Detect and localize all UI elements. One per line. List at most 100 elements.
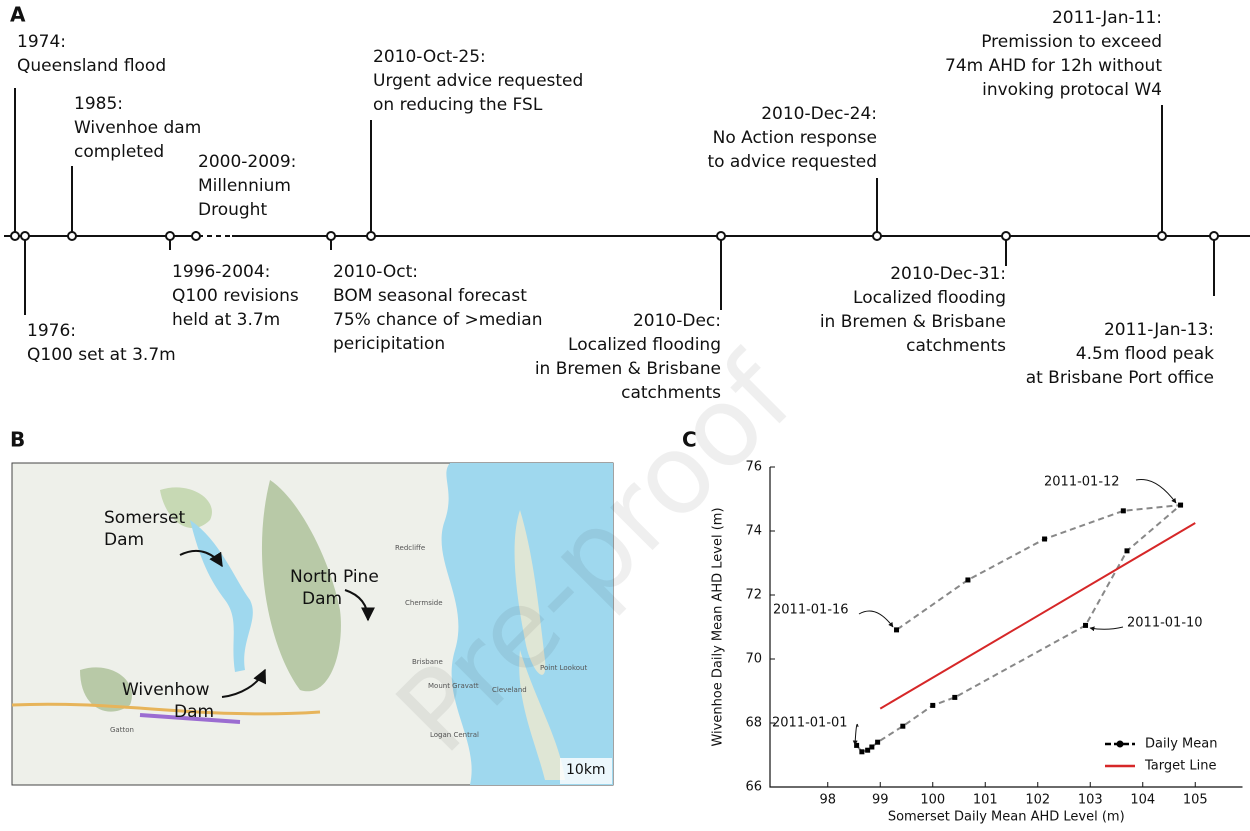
event-dot bbox=[165, 231, 175, 241]
x-tick-label: 103 bbox=[1078, 793, 1103, 808]
point bbox=[859, 749, 865, 755]
event-label: No Action response bbox=[713, 128, 877, 148]
annotation-arrow bbox=[852, 723, 859, 746]
point bbox=[1178, 502, 1184, 508]
series-line bbox=[879, 522, 1196, 710]
event-dot bbox=[326, 231, 336, 241]
annotation: 2011-01-12 bbox=[1044, 475, 1120, 490]
event-label: BOM seasonal forecast bbox=[333, 286, 527, 306]
point bbox=[900, 723, 906, 729]
panel-label: A bbox=[10, 3, 26, 27]
event-label: held at 3.7m bbox=[172, 310, 280, 330]
point bbox=[865, 747, 871, 753]
y-tick-label: 68 bbox=[745, 716, 762, 731]
event-dot bbox=[191, 231, 201, 241]
event-label: Localized flooding bbox=[853, 288, 1006, 308]
dam-label: Wivenhow bbox=[122, 680, 210, 700]
event-label: invoking protocal W4 bbox=[982, 80, 1162, 100]
map-scale: 10km bbox=[566, 762, 606, 778]
event-dot bbox=[10, 231, 20, 241]
event-label: Millennium bbox=[198, 176, 291, 196]
event-label: Urgent advice requested bbox=[373, 71, 583, 91]
x-tick-label: 102 bbox=[1025, 793, 1050, 808]
place-label: Logan Central bbox=[430, 731, 479, 739]
event-label: 2011-Jan-13: bbox=[1104, 320, 1214, 340]
point bbox=[1042, 536, 1048, 542]
event-label: 2011-Jan-11: bbox=[1052, 8, 1162, 28]
x-axis-label: Somerset Daily Mean AHD Level (m) bbox=[888, 810, 1125, 825]
event-label: catchments bbox=[621, 383, 721, 403]
map bbox=[11, 462, 614, 786]
annotation-arrow bbox=[1089, 626, 1124, 632]
event-label: Drought bbox=[198, 200, 267, 220]
event-label: Queensland flood bbox=[17, 56, 166, 76]
y-tick-label: 66 bbox=[745, 780, 762, 795]
legend-label: Daily Mean bbox=[1145, 737, 1217, 752]
event-dot bbox=[1157, 231, 1167, 241]
point bbox=[952, 694, 958, 700]
y-tick-label: 76 bbox=[745, 460, 762, 475]
x-tick-label: 105 bbox=[1183, 793, 1208, 808]
event-label: 4.5m flood peak bbox=[1076, 344, 1214, 364]
event-label: completed bbox=[74, 142, 164, 162]
x-tick-label: 104 bbox=[1130, 793, 1155, 808]
event-label: 2010-Oct: bbox=[333, 262, 418, 282]
annotation-arrow bbox=[858, 610, 894, 628]
event-label: 2010-Dec-31: bbox=[890, 264, 1006, 284]
x-tick-label: 98 bbox=[819, 793, 836, 808]
event-dot bbox=[20, 231, 30, 241]
place-label: Brisbane bbox=[412, 658, 443, 666]
event-label: 1974: bbox=[17, 32, 66, 52]
event-label: at Brisbane Port office bbox=[1026, 368, 1214, 388]
event-label: in Bremen & Brisbane bbox=[820, 312, 1006, 332]
point bbox=[1083, 622, 1089, 628]
event-label: in Bremen & Brisbane bbox=[535, 359, 721, 379]
timeline: 1974: Queensland flood 1976: Q100 set at 3.… bbox=[4, 8, 1250, 403]
event-label: 74m AHD for 12h without bbox=[945, 56, 1162, 76]
event-label: 2000-2009: bbox=[198, 152, 296, 172]
x-tick-label: 100 bbox=[920, 793, 945, 808]
panel-label: C bbox=[682, 428, 697, 452]
scale-box bbox=[560, 758, 612, 784]
point bbox=[894, 627, 900, 633]
series-line bbox=[855, 503, 1184, 753]
annotation: 2011-01-16 bbox=[773, 603, 849, 618]
place-label: Mount Gravatt bbox=[428, 682, 479, 690]
y-tick-label: 74 bbox=[745, 524, 762, 539]
event-dot bbox=[67, 231, 77, 241]
dam-label: Somerset bbox=[104, 508, 186, 528]
point bbox=[930, 702, 936, 708]
annotation-arrow bbox=[1135, 478, 1177, 504]
annotation: 2011-01-01 bbox=[772, 716, 848, 731]
event-label: catchments bbox=[906, 336, 1006, 356]
annotation: 2011-01-10 bbox=[1127, 616, 1203, 631]
point bbox=[965, 577, 971, 583]
event-label: on reducing the FSL bbox=[373, 95, 543, 115]
y-tick-label: 70 bbox=[745, 652, 762, 667]
dam-label: North Pine bbox=[290, 567, 379, 587]
event-label: 75% chance of >median bbox=[333, 310, 542, 330]
place-label: Point Lookout bbox=[540, 664, 587, 672]
place-label: Chermside bbox=[405, 599, 443, 607]
panel-label: B bbox=[10, 428, 25, 452]
point bbox=[1124, 548, 1130, 554]
x-tick-label: 101 bbox=[973, 793, 998, 808]
event-label: Q100 set at 3.7m bbox=[27, 345, 176, 365]
event-dot bbox=[872, 231, 882, 241]
y-tick-label: 72 bbox=[745, 588, 762, 603]
event-label: 1985: bbox=[74, 94, 123, 114]
event-label: Premission to exceed bbox=[981, 32, 1162, 52]
event-dot bbox=[1209, 231, 1219, 241]
event-label: 2010-Oct-25: bbox=[373, 47, 486, 67]
event-label: 1976: bbox=[27, 321, 76, 341]
event-dot bbox=[716, 231, 726, 241]
dam-label: Dam bbox=[174, 702, 214, 722]
event-label: 1996-2004: bbox=[172, 262, 270, 282]
event-label: Q100 revisions bbox=[172, 286, 299, 306]
y-axis-label: Wivenhoe Daily Mean AHD Level (m) bbox=[711, 507, 726, 746]
point bbox=[875, 739, 881, 745]
place-label: Cleveland bbox=[492, 686, 527, 694]
event-label: to advice requested bbox=[707, 152, 877, 172]
event-dot bbox=[1001, 231, 1011, 241]
event-label: pericipitation bbox=[333, 334, 445, 354]
